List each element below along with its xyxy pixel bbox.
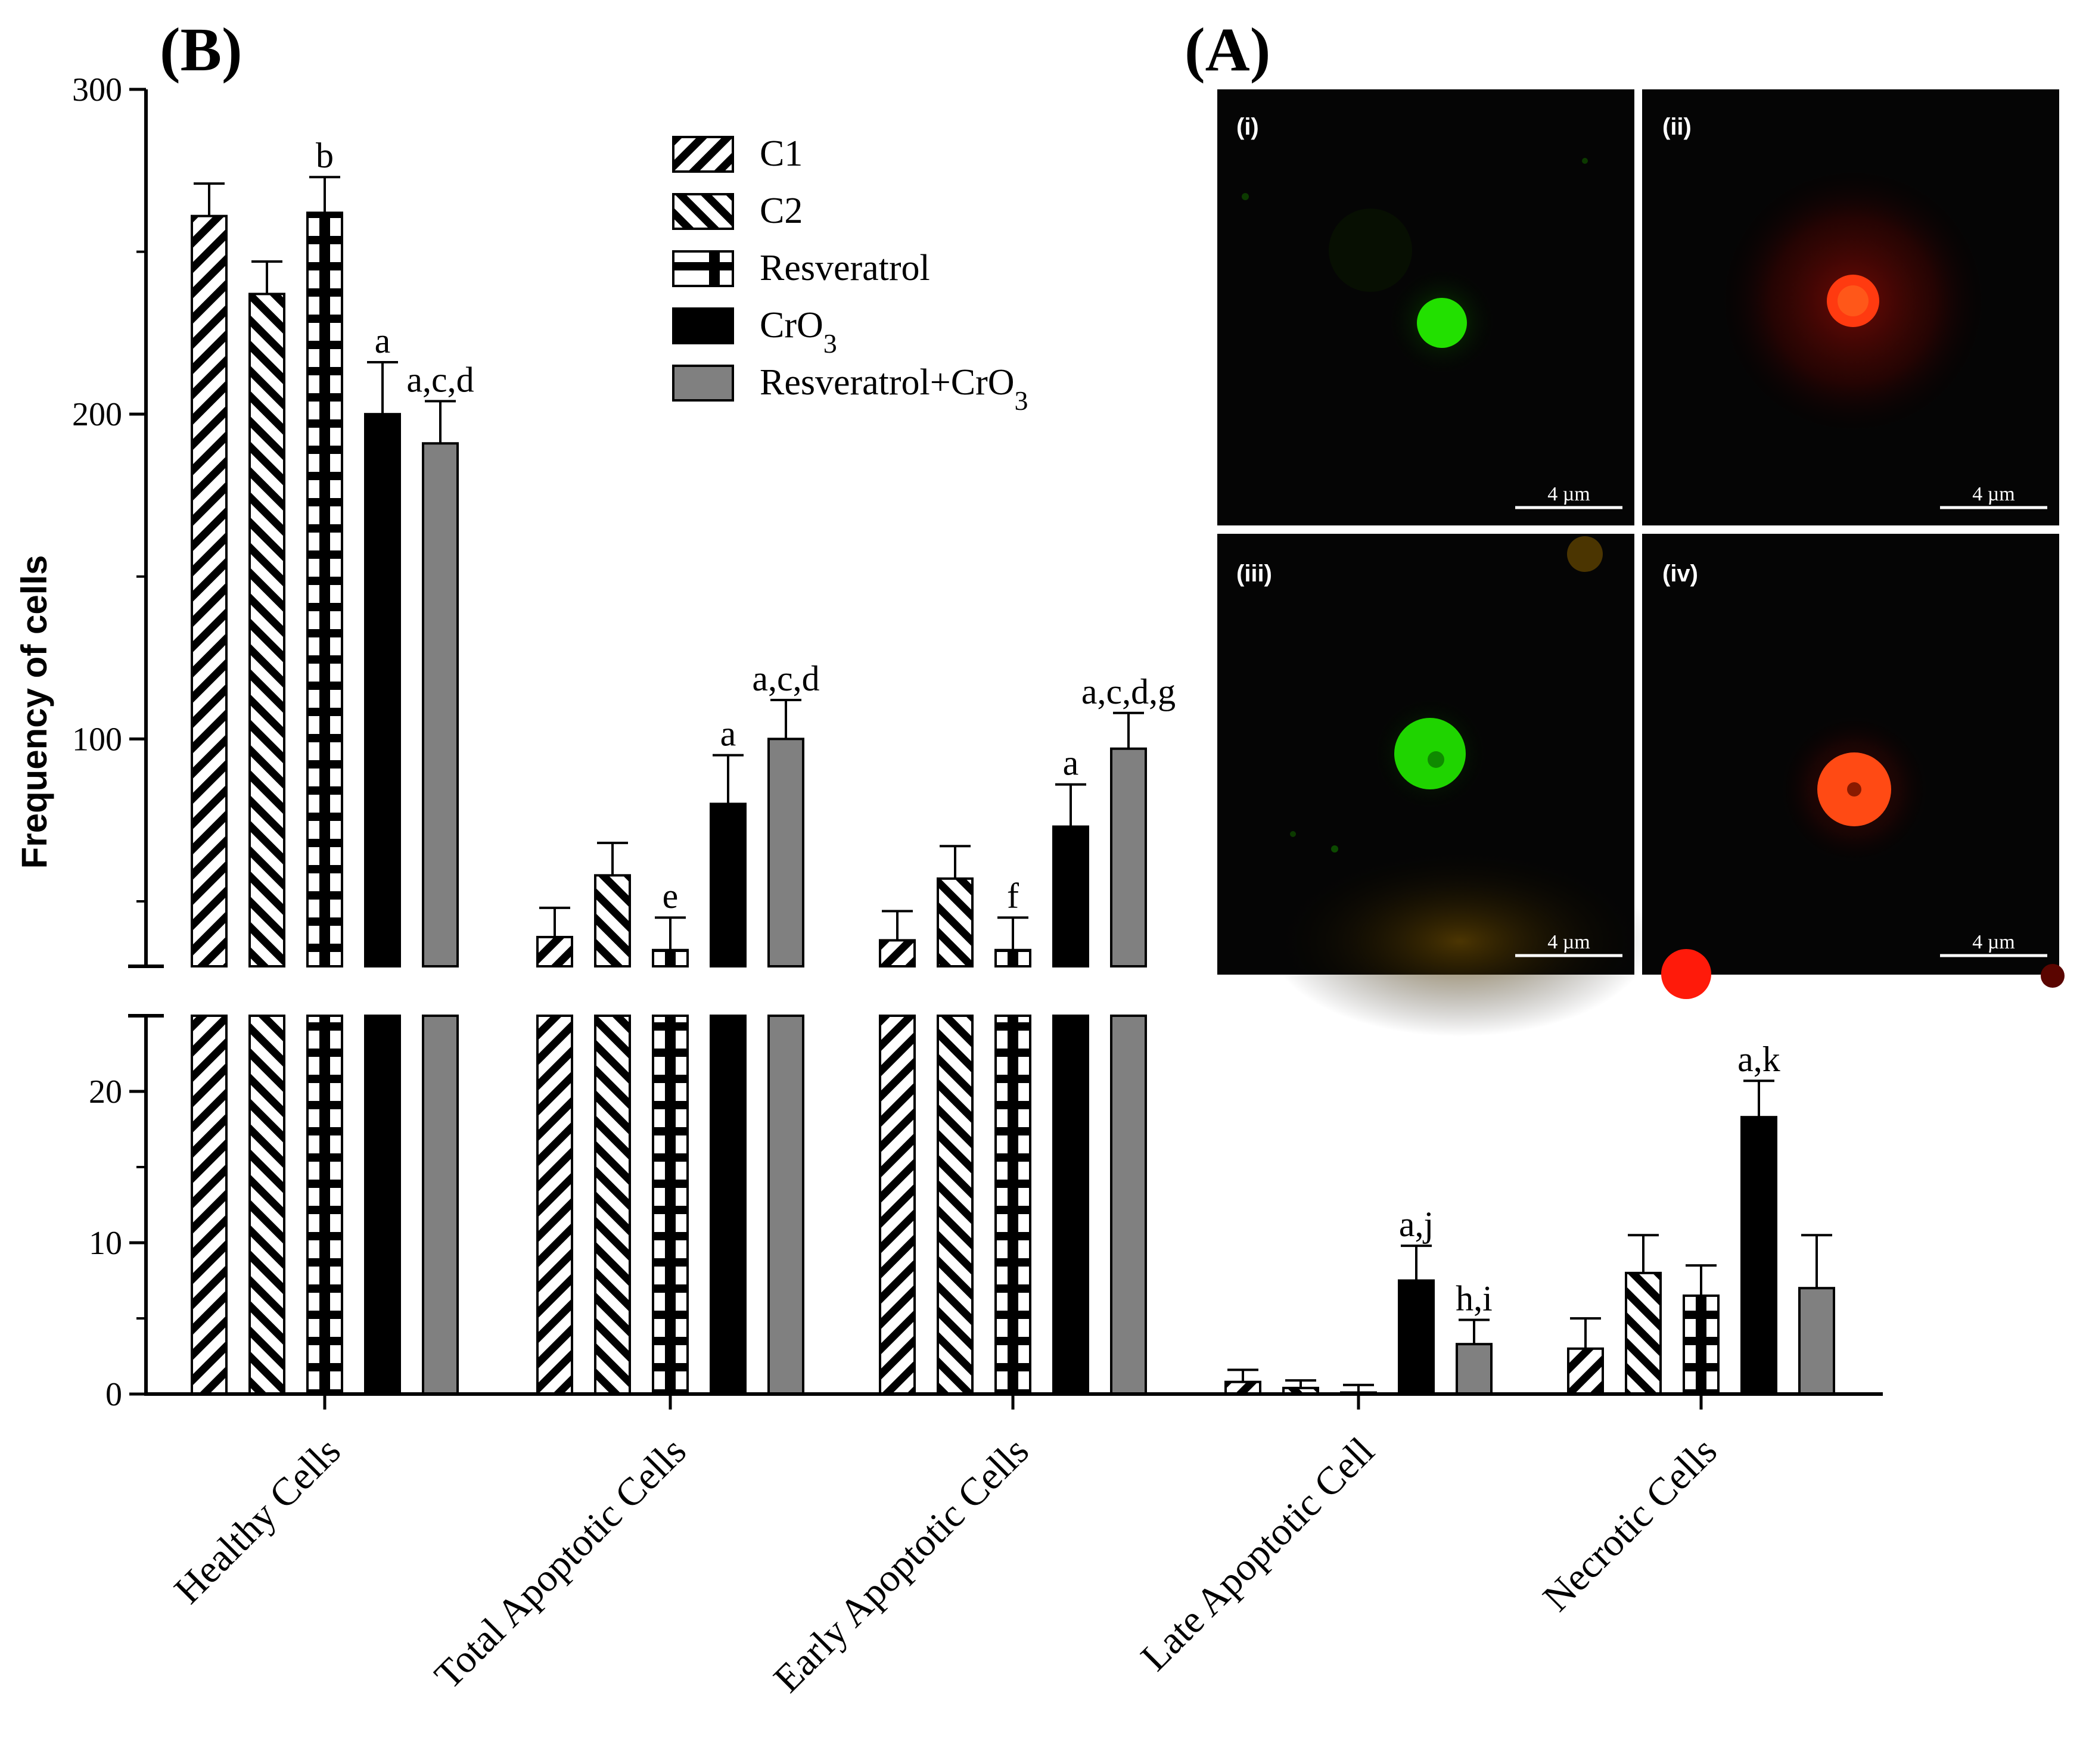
legend-label: C2 [760,191,803,231]
bar [767,738,804,967]
bar-stripe [665,950,676,966]
x-tick-label: Early Apoptotic Cells [766,1429,1037,1701]
bar [364,413,401,967]
x-tick-label: Healthy Cells [166,1429,349,1612]
bar [937,1015,974,1395]
bar [710,802,747,967]
significance-label: a,j [1399,1205,1434,1244]
bar [937,877,974,968]
y-tick-label: 300 [72,71,122,108]
bar [1456,1343,1493,1395]
bar [594,874,631,967]
legend-label: CrO3 [760,305,837,359]
bar [536,1015,573,1395]
y-tick-label: 10 [89,1225,122,1262]
cell-green-i [1417,298,1467,348]
legend-swatch [672,250,734,287]
legend-label: Resveratrol [760,248,930,288]
significance-label: e [663,876,679,916]
bar [364,1015,401,1395]
significance-label: f [1007,876,1019,916]
cell-green-iii [1394,718,1466,789]
significance-label: h,i [1456,1279,1493,1318]
legend-swatch [672,307,734,344]
y-axis-label: Frequency of cells [14,555,54,869]
x-tick-label: Total Apoptotic Cells [426,1429,694,1697]
bar [248,1015,285,1395]
bar [1798,1287,1835,1395]
micrograph-iv: (iv) 4 µm [1642,534,2065,999]
scale-text-iii: 4 µm [1547,931,1590,953]
legend-label: C1 [760,133,803,174]
bar-stripe [319,213,330,966]
bar [1052,1015,1089,1395]
significance-label: a [1063,743,1079,783]
micrograph-i: (i) 4 µm [1217,89,1634,525]
bar [1625,1271,1662,1396]
micrographs: (i) 4 µm (ii) 4 µm (iii) 4 µm [1217,89,2065,1037]
bar [1052,825,1089,967]
significance-label: a,c,d [406,360,474,399]
legend-label: Resveratrol+CrO3 [760,362,1028,416]
bar [1110,747,1147,968]
bar-stripe [1008,1016,1018,1394]
bar [248,293,285,967]
scale-text-i: 4 µm [1547,483,1590,505]
significance-label: b [316,136,334,175]
scale-text-ii: 4 µm [1972,483,2015,505]
bar [1224,1380,1261,1395]
micrograph-label-iii: (iii) [1236,561,1272,587]
bar [594,1015,631,1395]
bar [191,214,228,968]
significance-label: a [375,321,391,360]
micrograph-label-ii: (ii) [1662,114,1692,140]
bar-stripe [665,1016,676,1394]
y-tick-label: 20 [89,1074,122,1110]
micrograph-label-iv: (iv) [1662,561,1698,587]
y-tick-label: 200 [72,396,122,433]
y-tick-label: 100 [72,721,122,758]
panel-letter-a: (A) [1185,15,1270,84]
bar [767,1015,804,1395]
bar-stripe [1696,1295,1706,1394]
bar [710,1015,747,1395]
bar [191,1015,228,1395]
bar [422,442,459,967]
micrograph-label-i: (i) [1236,114,1259,140]
bar [879,1015,916,1395]
x-tick-label: Late Apoptotic Cell [1133,1429,1383,1679]
bar [879,939,916,967]
bar-stripe [319,1016,330,1394]
legend-swatch [672,365,734,402]
bar [1740,1116,1777,1396]
axes-layer [128,88,1883,1410]
bars-layer [191,176,1835,1396]
micrograph-ii: (ii) 4 µm [1642,89,2059,525]
micrograph-iii: (iii) 4 µm [1217,534,1650,1037]
bar [536,935,573,968]
x-tick-label: Necrotic Cells [1535,1429,1726,1620]
bar [1110,1015,1147,1395]
significance-label: a,c,d [752,659,819,698]
significance-label: a [720,714,736,754]
legend-swatch [672,193,734,230]
significance-label: a,k [1737,1040,1780,1079]
bar-stripe [1008,950,1018,966]
scale-text-iv: 4 µm [1972,931,2015,953]
panel-letter-b: (B) [160,15,243,84]
legend-swatch [672,136,734,173]
bar [422,1015,459,1395]
legend-swatch-stripe [709,251,720,286]
bar [1567,1347,1604,1396]
y-tick-label: 0 [105,1376,122,1413]
significance-label: a,c,d,g [1081,672,1176,711]
bar [1398,1279,1435,1395]
